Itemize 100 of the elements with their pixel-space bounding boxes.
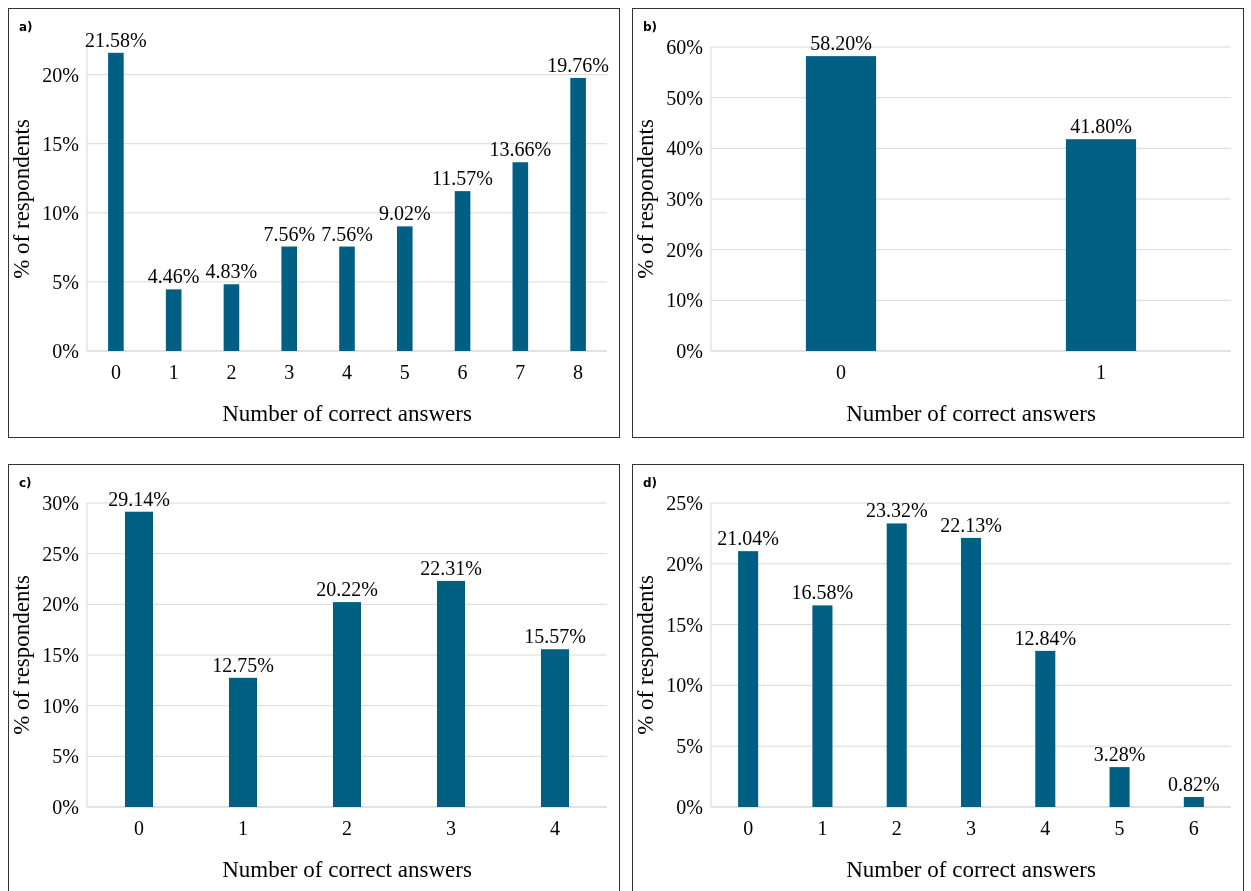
data-label: 29.14% [108,487,170,510]
data-label: 20.22% [316,578,378,601]
bar [540,649,570,807]
x-tick-label: 2 [226,361,237,383]
y-axis-title: % of respondents [633,575,658,735]
data-label: 4.83% [205,260,258,283]
x-tick-label: 6 [457,361,468,383]
x-tick-label: 4 [1040,817,1051,839]
y-tick-label: 0% [52,796,79,818]
x-tick-label: 2 [891,817,902,839]
bar [570,77,586,351]
y-tick-label: 5% [52,270,79,293]
x-tick-label: 4 [342,361,352,383]
bar [1109,767,1130,807]
data-label: 41.80% [1070,115,1132,138]
y-axis-title: % of respondents [9,575,34,735]
y-tick-label: 10% [42,201,79,224]
y-tick-label: 0% [676,340,703,362]
x-tick-label: 6 [1188,817,1199,839]
x-tick-label: 7 [515,361,526,383]
x-tick-label: 0 [134,817,144,839]
bar [124,511,154,807]
y-tick-label: 20% [666,238,703,261]
data-label: 21.04% [717,527,779,550]
data-label: 12.75% [212,653,274,676]
x-tick-label: 2 [342,817,352,839]
y-tick-label: 30% [666,188,703,210]
x-tick-label: 0 [743,817,754,839]
y-tick-label: 5% [676,735,703,758]
x-tick-label: 3 [284,361,295,383]
y-axis-title: % of respondents [9,119,34,279]
bar [108,52,124,351]
y-tick-label: 0% [676,796,703,818]
x-axis-title: Number of correct answers [222,857,472,882]
data-label: 58.20% [810,32,872,55]
bar [1183,797,1204,807]
y-tick-label: 50% [666,86,703,109]
bar [454,191,471,351]
y-tick-label: 0% [52,340,79,362]
x-axis-title: Number of correct answers [846,401,1096,426]
data-label: 7.56% [263,222,316,245]
y-tick-label: 20% [666,552,703,575]
x-tick-label: 5 [399,361,410,383]
y-tick-label: 15% [42,132,79,155]
chart-title: a) [19,20,33,34]
y-tick-label: 5% [52,745,79,768]
data-label: 19.76% [547,53,609,76]
bar [436,580,466,807]
x-axis-title: Number of correct answers [222,401,472,426]
bar [1035,650,1056,807]
x-tick-label: 1 [238,817,248,839]
x-tick-label: 4 [550,817,560,839]
bar [281,246,298,351]
bar [165,289,182,351]
x-tick-label: 3 [446,817,456,839]
data-label: 12.84% [1014,626,1077,649]
y-axis-title: % of respondents [633,119,658,279]
data-label: 11.57% [432,167,494,190]
bar [960,537,982,807]
bar [228,677,258,807]
data-label: 3.28% [1093,743,1146,766]
bar [512,162,529,351]
y-tick-label: 10% [666,289,703,312]
chart-title: b) [643,20,658,34]
bar [332,602,362,807]
y-tick-label: 10% [42,694,79,717]
data-label: 13.66% [489,138,552,161]
data-label: 23.32% [865,499,928,522]
x-tick-label: 0 [836,361,846,383]
bar [396,226,413,351]
x-tick-label: 1 [1096,361,1106,383]
data-label: 22.31% [420,556,482,579]
bar [738,551,759,807]
data-label: 16.58% [791,581,854,604]
data-label: 9.02% [378,202,431,225]
bar [339,246,355,351]
y-tick-label: 15% [666,613,703,636]
bar [223,284,240,351]
data-label: 21.58% [85,28,147,51]
x-tick-label: 1 [168,361,179,383]
bar [886,523,907,807]
data-label: 15.57% [524,625,586,648]
data-label: 22.13% [940,513,1002,536]
x-tick-label: 8 [573,361,584,383]
y-tick-label: 25% [666,492,703,514]
chart-title: d) [643,476,658,490]
y-tick-label: 15% [42,644,79,666]
data-label: 0.82% [1168,773,1220,796]
data-label: 4.46% [147,265,200,288]
y-tick-label: 30% [42,492,79,514]
bar [812,605,833,807]
chart-title: c) [19,476,32,490]
x-tick-label: 5 [1114,817,1125,839]
y-tick-label: 10% [666,674,703,697]
x-tick-label: 3 [966,817,976,839]
data-label: 7.56% [321,222,373,245]
y-tick-label: 60% [666,36,703,58]
x-axis-title: Number of correct answers [846,857,1096,882]
y-tick-label: 20% [42,593,79,616]
x-tick-label: 0 [110,361,121,383]
